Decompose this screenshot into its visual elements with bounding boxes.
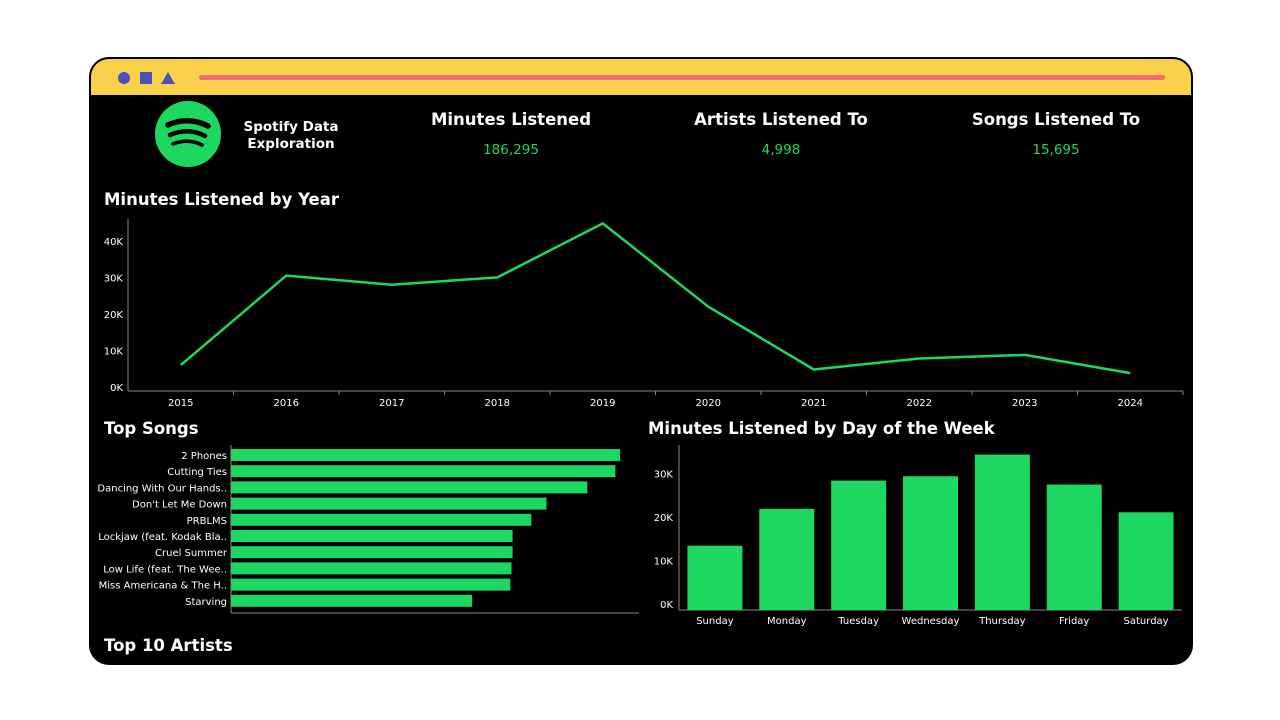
x-tick-label: 2024	[1118, 398, 1143, 409]
artists-section-title: Top 10 Artists	[104, 636, 233, 655]
song-bar	[231, 594, 473, 607]
x-tick-label: 2018	[485, 398, 510, 409]
day-of-week-bar-chart: 0K 10K 20K 30K Sunday Monday Tuesday Wednesday T…	[654, 445, 1182, 627]
song-label: Cutting Ties	[167, 467, 227, 478]
day-label: Saturday	[1124, 616, 1169, 627]
y-tick-label: 10K	[654, 557, 674, 568]
x-tick-label: 2020	[696, 398, 721, 409]
song-label: Lockjaw (feat. Kodak Bla..	[98, 532, 227, 543]
day-chart-title: Minutes Listened by Day of the Week	[648, 419, 995, 438]
x-tick-label: 2015	[168, 398, 193, 409]
song-bar	[231, 562, 512, 575]
songs-chart-title: Top Songs	[104, 419, 199, 438]
x-tick-label: 2023	[1012, 398, 1037, 409]
year-line-chart: 0K 10K 20K 30K 40K 2015 2016 2017 2018 2019 2020 20…	[104, 219, 1184, 409]
x-tick-label: 2016	[274, 398, 299, 409]
kpi-artists-value: 4,998	[761, 142, 801, 158]
y-tick-label: 30K	[104, 273, 124, 284]
kpi-songs-value: 15,695	[1032, 142, 1080, 158]
kpi-minutes-label: Minutes Listened	[430, 110, 592, 129]
song-label: Low Life (feat. The Wee..	[103, 564, 227, 575]
x-tick-label: 2019	[590, 398, 615, 409]
song-bar	[231, 513, 532, 526]
song-label: Miss Americana & The H..	[99, 581, 227, 592]
day-bar	[903, 476, 958, 610]
kpi-songs-label: Songs Listened To	[971, 110, 1141, 129]
song-bar	[231, 546, 513, 559]
triangle-icon	[161, 72, 175, 84]
day-bar	[974, 454, 1030, 610]
day-bar	[687, 545, 743, 610]
day-bar	[759, 508, 815, 610]
top-songs-bar-chart: 2 Phones Cutting Ties Dancing With Our Han…	[97, 445, 639, 614]
day-label: Monday	[767, 616, 807, 627]
song-bar	[231, 497, 547, 510]
y-tick-label: 10K	[104, 346, 124, 357]
song-label: Don't Let Me Down	[132, 500, 227, 511]
y-tick-label: 0K	[660, 600, 673, 611]
y-tick-label: 20K	[654, 513, 674, 524]
titlebar-address-bar	[199, 75, 1165, 80]
day-label: Sunday	[696, 616, 733, 627]
app-title-line-2: Exploration	[247, 136, 335, 152]
day-bar	[1118, 512, 1174, 610]
window-titlebar	[91, 59, 1191, 95]
kpi-artists-label: Artists Listened To	[694, 110, 868, 129]
year-chart-title: Minutes Listened by Year	[104, 190, 339, 209]
song-label: Cruel Summer	[155, 548, 228, 559]
song-label: Dancing With Our Hands..	[97, 483, 227, 494]
x-tick-label: 2017	[379, 398, 404, 409]
song-bar	[231, 530, 513, 542]
app-title-line-1: Spotify Data	[243, 119, 339, 135]
square-icon	[140, 72, 152, 84]
day-label: Thursday	[978, 616, 1026, 627]
song-bar	[231, 481, 588, 494]
x-tick-label: 2021	[801, 398, 826, 409]
y-tick-label: 30K	[654, 470, 674, 481]
song-bar	[231, 449, 620, 461]
day-label: Friday	[1059, 616, 1089, 627]
spotify-logo-icon	[155, 101, 221, 167]
song-label: PRBLMS	[187, 516, 227, 527]
day-bar	[1046, 484, 1102, 610]
y-tick-label: 0K	[110, 383, 123, 394]
song-label: Starving	[185, 597, 227, 608]
kpi-minutes-value: 186,295	[483, 142, 539, 158]
app-title: Spotify Data Exploration	[231, 119, 351, 153]
day-bar	[831, 480, 887, 610]
y-tick-label: 40K	[104, 237, 124, 248]
circle-icon	[118, 72, 130, 84]
y-tick-label: 20K	[104, 310, 124, 321]
day-label: Tuesday	[837, 616, 879, 627]
song-bar	[231, 465, 616, 478]
song-bar	[231, 578, 511, 591]
day-label: Wednesday	[902, 616, 960, 627]
song-label: 2 Phones	[181, 451, 227, 462]
x-tick-label: 2022	[907, 398, 932, 409]
minutes-by-year-series-line	[179, 222, 1131, 375]
dashboard-window: Spotify Data Exploration Minutes Listene…	[89, 57, 1193, 665]
